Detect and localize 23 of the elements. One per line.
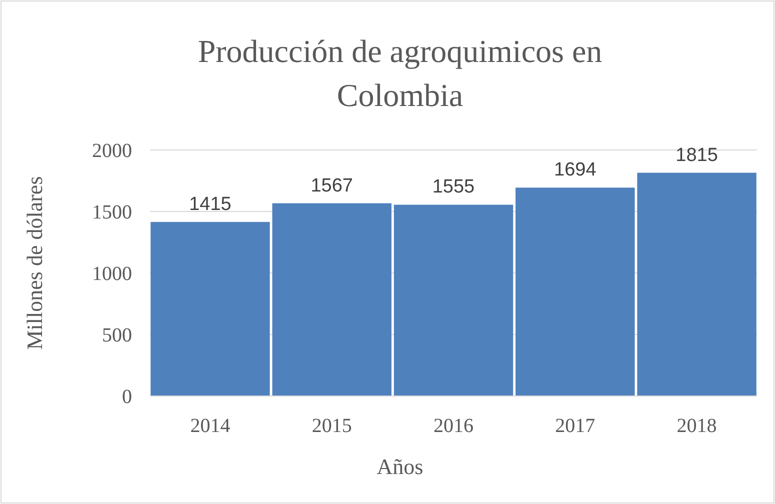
- y-axis-title: Millones de dólares: [22, 176, 47, 350]
- x-tick-label: 2016: [434, 415, 474, 437]
- data-label: 1555: [432, 176, 475, 198]
- bar: [150, 222, 270, 396]
- y-tick-label: 2000: [92, 140, 132, 162]
- y-tick-label: 0: [122, 386, 132, 408]
- y-tick-label: 1500: [92, 202, 132, 224]
- y-tick-label: 1000: [92, 263, 132, 285]
- y-tick-label: 500: [102, 324, 132, 346]
- bar: [394, 204, 514, 396]
- chart-title: Producción de agroquimicos en Colombia: [198, 33, 602, 113]
- x-tick-label: 2015: [312, 415, 352, 437]
- data-label: 1694: [554, 160, 597, 181]
- x-tick-label: 2017: [555, 415, 596, 437]
- data-label: 1567: [310, 175, 353, 196]
- data-label: 1415: [189, 194, 232, 215]
- x-tick-label: 2018: [676, 415, 717, 437]
- x-axis-title: Años: [376, 454, 424, 479]
- bar: [272, 203, 392, 396]
- bar: [637, 172, 756, 396]
- x-tick-label: 2014: [190, 415, 230, 437]
- data-label: 1815: [676, 144, 718, 166]
- bar: [516, 188, 635, 396]
